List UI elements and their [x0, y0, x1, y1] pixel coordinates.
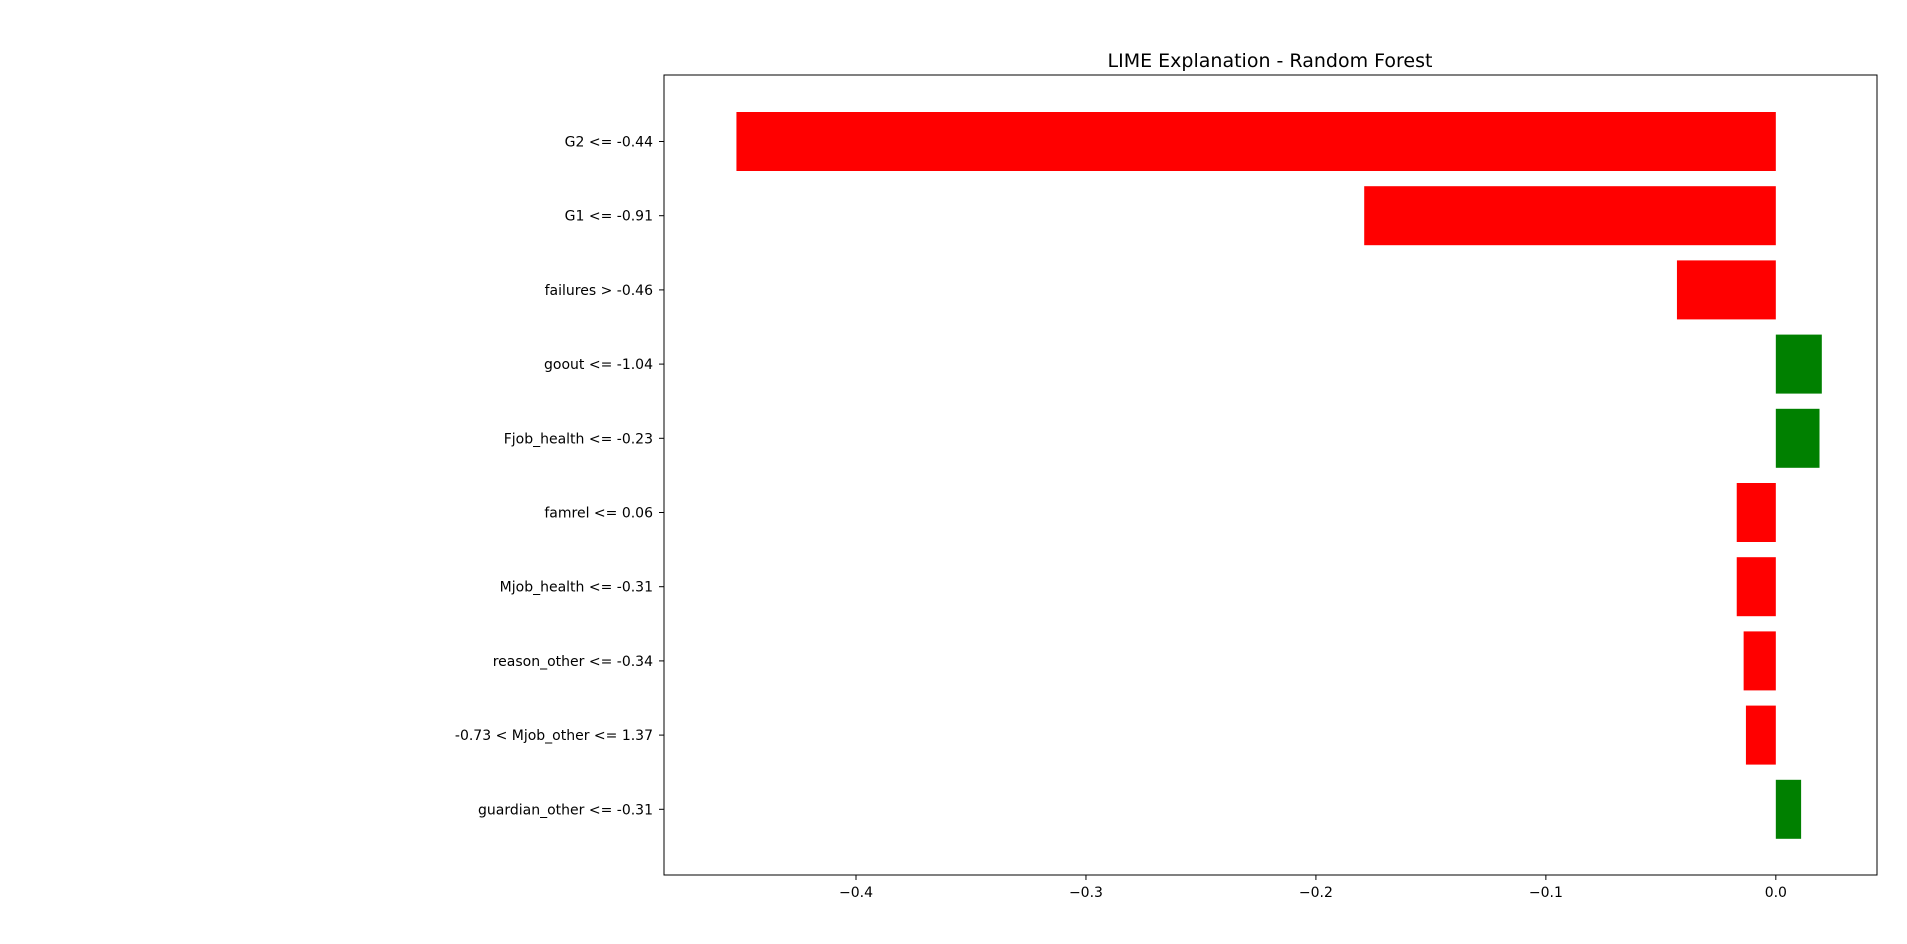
y-tick-label: G2 <= -0.44: [565, 135, 653, 151]
y-tick-label: Fjob_health <= -0.23: [504, 431, 653, 447]
y-tick-label: G1 <= -0.91: [565, 209, 653, 225]
bar-mjob-health-0-31: [1736, 557, 1776, 617]
x-tick-label: −0.2: [1299, 885, 1333, 901]
bar-0-73-mjob-other-1-37: [1745, 705, 1776, 765]
bar-g1-0-91: [1364, 186, 1776, 246]
y-tick-label: Mjob_health <= -0.31: [500, 580, 653, 596]
y-tick-label: -0.73 < Mjob_other <= 1.37: [455, 728, 653, 744]
y-tick-label: goout <= -1.04: [544, 357, 653, 373]
bar-guardian-other-0-31: [1775, 779, 1802, 839]
bar-famrel-0-06: [1736, 483, 1776, 542]
x-tick-label: −0.3: [1069, 885, 1103, 901]
x-tick-label: −0.1: [1529, 885, 1563, 901]
y-tick-labels: G2 <= -0.44 G1 <= -0.91 failures > -0.46 go…: [455, 135, 664, 818]
plot-frame: [663, 74, 1878, 876]
bars-group: [736, 112, 1822, 839]
y-tick-label: reason_other <= -0.34: [493, 654, 653, 670]
y-tick-label: famrel <= 0.06: [544, 506, 653, 522]
x-tick-label: −0.4: [839, 885, 873, 901]
bar-reason-other-0-34: [1743, 631, 1776, 691]
x-axis: −0.4 −0.3 −0.2 −0.1 0.0: [839, 875, 1787, 901]
bar-failures-0-46: [1676, 260, 1776, 320]
bar-g2-0-44: [736, 112, 1776, 171]
chart-title: LIME Explanation - Random Forest: [1108, 50, 1433, 72]
bar-fjob-health-0-23: [1775, 408, 1820, 468]
y-tick-label: failures > -0.46: [545, 283, 653, 299]
y-tick-label: guardian_other <= -0.31: [478, 802, 653, 818]
x-tick-label: 0.0: [1765, 885, 1787, 901]
bar-goout-1-04: [1775, 334, 1822, 394]
